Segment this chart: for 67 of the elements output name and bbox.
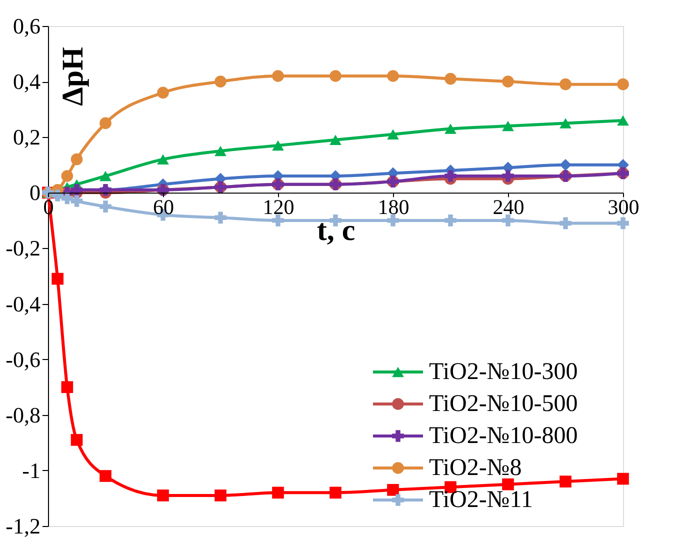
point bbox=[100, 170, 112, 182]
point bbox=[330, 486, 342, 499]
point bbox=[52, 272, 64, 285]
point bbox=[444, 214, 456, 226]
point bbox=[214, 76, 226, 88]
point bbox=[70, 195, 83, 207]
point bbox=[502, 120, 514, 132]
y-tick-label: -0,4 bbox=[6, 291, 40, 316]
point bbox=[214, 212, 226, 224]
legend-label: TiO2-№8 bbox=[429, 455, 522, 481]
y-tick-label: 0,2 bbox=[13, 124, 40, 150]
point bbox=[214, 490, 226, 502]
x-tick-label: 120 bbox=[262, 195, 294, 220]
point bbox=[387, 214, 399, 226]
point bbox=[387, 70, 399, 82]
point bbox=[272, 214, 284, 226]
point bbox=[100, 470, 112, 482]
x-tick-label: 60 bbox=[153, 195, 174, 220]
point bbox=[100, 117, 112, 130]
point bbox=[502, 478, 514, 490]
point bbox=[617, 217, 629, 230]
point bbox=[502, 170, 514, 182]
point bbox=[330, 70, 342, 82]
point bbox=[157, 490, 169, 502]
point bbox=[272, 140, 284, 151]
y-axis-title: ΔpH bbox=[56, 47, 90, 106]
legend-label: TiO2-№10-800 bbox=[429, 423, 578, 449]
point bbox=[272, 486, 284, 499]
y-tick-label: -1 bbox=[22, 458, 40, 483]
legend-label: TiO2-№10-300 bbox=[429, 359, 578, 385]
point bbox=[272, 70, 284, 82]
point bbox=[157, 86, 169, 99]
y-tick-label: 0,6 bbox=[13, 14, 40, 38]
y-tick-label: -0,2 bbox=[6, 236, 40, 261]
point bbox=[502, 214, 514, 226]
x-tick-label: 300 bbox=[608, 195, 640, 220]
point bbox=[330, 134, 342, 146]
point bbox=[617, 115, 629, 126]
point bbox=[214, 146, 226, 156]
point bbox=[444, 170, 456, 182]
legend-label: TiO2-№11 bbox=[429, 487, 533, 513]
point bbox=[502, 76, 514, 88]
point bbox=[157, 154, 169, 164]
y-tick-label: -0,6 bbox=[6, 346, 40, 372]
x-tick-label: 240 bbox=[492, 195, 524, 220]
x-axis-title: t, c bbox=[316, 214, 356, 248]
point bbox=[444, 72, 456, 85]
point bbox=[560, 476, 572, 488]
point bbox=[61, 170, 74, 182]
point bbox=[387, 484, 399, 496]
y-tick-label: -1,2 bbox=[6, 514, 40, 538]
point bbox=[617, 78, 629, 90]
point bbox=[560, 158, 572, 171]
point bbox=[560, 78, 572, 90]
point bbox=[61, 381, 74, 394]
point bbox=[617, 472, 629, 485]
point bbox=[387, 129, 399, 140]
point bbox=[560, 118, 572, 128]
point bbox=[444, 124, 456, 134]
point bbox=[560, 217, 572, 230]
legend-label: TiO2-№10-500 bbox=[429, 391, 578, 417]
x-tick-label: 180 bbox=[378, 195, 410, 220]
y-tick-label: -0,8 bbox=[6, 402, 40, 428]
point bbox=[70, 153, 83, 166]
y-tick-label: 0,4 bbox=[13, 69, 40, 94]
point bbox=[100, 200, 112, 212]
point bbox=[70, 434, 83, 446]
